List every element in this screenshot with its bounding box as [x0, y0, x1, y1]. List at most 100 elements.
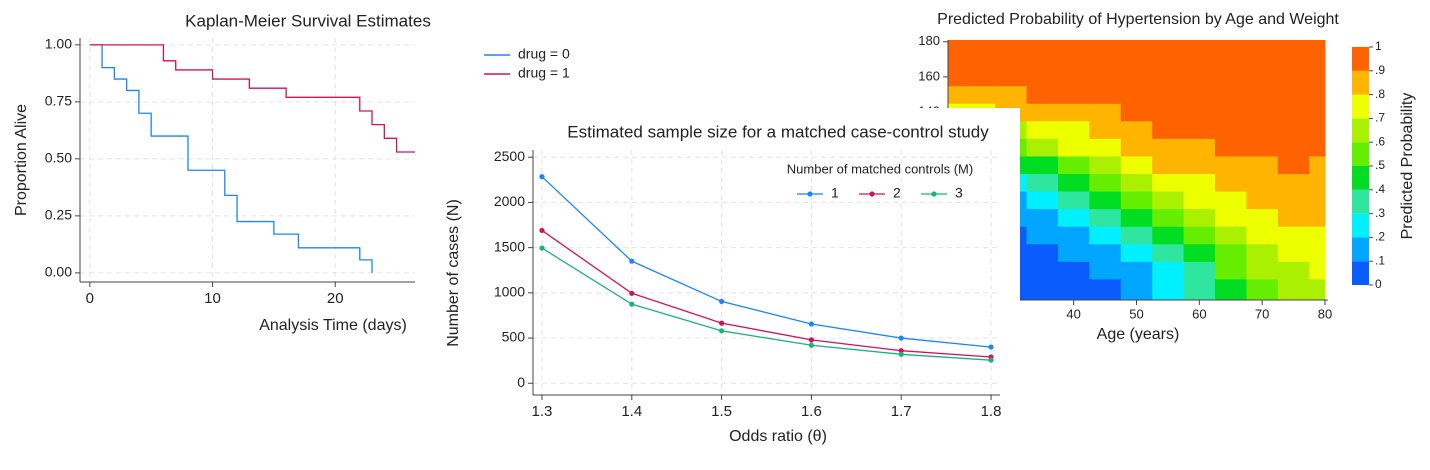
- contour-cell: [1152, 278, 1185, 301]
- colorbar-band: [1352, 166, 1369, 190]
- contour-cell: [1277, 50, 1310, 69]
- contour-cell: [1277, 261, 1310, 280]
- contour-cell: [1057, 85, 1090, 104]
- x-tick-label: 10: [204, 290, 221, 307]
- contour-cell: [1246, 261, 1279, 280]
- contour-cell: [1277, 226, 1310, 245]
- contour-cell: [1152, 40, 1185, 52]
- contour-cell: [1309, 243, 1326, 262]
- contour-chart: Predicted Probability of Hypertension by…: [918, 11, 1416, 343]
- contour-cell: [1120, 85, 1153, 104]
- x-axis-label: Odds ratio (θ): [729, 428, 827, 445]
- contour-cell: [1215, 226, 1247, 245]
- legend-label: 1: [831, 185, 839, 201]
- y-tick-label: 1.00: [45, 36, 72, 52]
- legend-marker: [931, 191, 937, 197]
- contour-cell: [1026, 50, 1059, 69]
- point: [539, 245, 545, 251]
- y-tick-label: 2500: [494, 148, 525, 164]
- contour-cell: [1089, 226, 1122, 245]
- contour-cell: [1277, 120, 1310, 139]
- legend-title: Number of matched controls (M): [787, 161, 973, 176]
- contour-cell: [1152, 85, 1185, 104]
- x-tick-label: 1.6: [801, 403, 822, 420]
- y-axis-label: Number of cases (N): [445, 199, 462, 347]
- contour-cell: [1089, 261, 1122, 280]
- contour-cell: [963, 40, 996, 52]
- x-axis-label: Analysis Time (days): [259, 317, 407, 334]
- point: [808, 342, 815, 348]
- contour-cell: [963, 85, 996, 104]
- series-line: [541, 247, 992, 361]
- contour-cell: [948, 68, 965, 87]
- contour-cell: [1309, 261, 1326, 280]
- contour-cell: [1120, 103, 1153, 122]
- colorbar-tick-label: .7: [1375, 111, 1385, 125]
- y-tick-label: 0: [517, 374, 525, 390]
- contour-cell: [1246, 68, 1279, 87]
- x-tick-label: 60: [1192, 306, 1206, 321]
- contour-cell: [1120, 50, 1153, 69]
- contour-cell: [1215, 155, 1247, 175]
- colorbar-band: [1352, 237, 1369, 262]
- chart-title: Predicted Probability of Hypertension by…: [937, 11, 1339, 28]
- contour-cell: [1183, 173, 1216, 192]
- contour-cell: [1026, 261, 1059, 280]
- point: [808, 321, 815, 327]
- contour-cell: [1215, 138, 1247, 157]
- series-line: [541, 229, 992, 358]
- contour-cell: [1277, 40, 1310, 52]
- contour-cell: [1277, 208, 1310, 227]
- colorbar-band: [1352, 189, 1369, 214]
- contour-cell: [1057, 243, 1090, 262]
- y-axis-label: Proportion Alive: [13, 104, 30, 216]
- contour-cell: [1277, 138, 1310, 157]
- x-tick-label: 50: [1129, 306, 1143, 321]
- contour-cell: [1183, 191, 1216, 210]
- contour-cell: [1152, 208, 1185, 227]
- contour-cell: [1089, 103, 1122, 122]
- contour-cell: [1246, 243, 1279, 262]
- contour-cell: [1089, 208, 1122, 227]
- contour-cell: [995, 85, 1028, 104]
- x-axis-label: Age (years): [1097, 326, 1180, 343]
- contour-cell: [1183, 40, 1216, 52]
- colorbar-tick-label: .1: [1375, 253, 1385, 267]
- contour-cell: [1309, 155, 1326, 175]
- y-tick-label: 1000: [494, 284, 525, 300]
- contour-cell: [1309, 278, 1326, 301]
- contour-cell: [1246, 120, 1279, 139]
- contour-cell: [1309, 208, 1326, 227]
- y-tick-label: 0.75: [45, 93, 72, 109]
- y-tick-label: 180: [918, 33, 940, 48]
- contour-cell: [1057, 261, 1090, 280]
- contour-cell: [1026, 40, 1059, 52]
- contour-cell: [1246, 85, 1279, 104]
- x-tick-label: 20: [327, 290, 344, 307]
- contour-cell: [1183, 103, 1216, 122]
- contour-cell: [1120, 243, 1153, 262]
- point: [718, 298, 725, 305]
- contour-cell: [1309, 191, 1326, 210]
- y-tick-label: 160: [918, 68, 940, 83]
- contour-cell: [1089, 120, 1122, 139]
- contour-cell: [1057, 68, 1090, 87]
- contour-cell: [1089, 85, 1122, 104]
- contour-cell: [1183, 155, 1216, 175]
- contour-cell: [1057, 40, 1090, 52]
- contour-cell: [1277, 278, 1310, 301]
- contour-cell: [1057, 173, 1090, 192]
- contour-cell: [1057, 226, 1090, 245]
- contour-cell: [1246, 138, 1279, 157]
- contour-cell: [1215, 103, 1247, 122]
- point: [898, 335, 904, 341]
- point: [988, 344, 994, 350]
- colorbar-tick-label: .8: [1375, 87, 1385, 101]
- contour-cell: [1026, 103, 1059, 122]
- colorbar-tick-label: 1: [1375, 39, 1382, 53]
- point: [808, 337, 815, 343]
- point: [539, 227, 545, 234]
- contour-cell: [1089, 155, 1122, 175]
- contour-cell: [1277, 85, 1310, 104]
- contour-cell: [1089, 138, 1122, 157]
